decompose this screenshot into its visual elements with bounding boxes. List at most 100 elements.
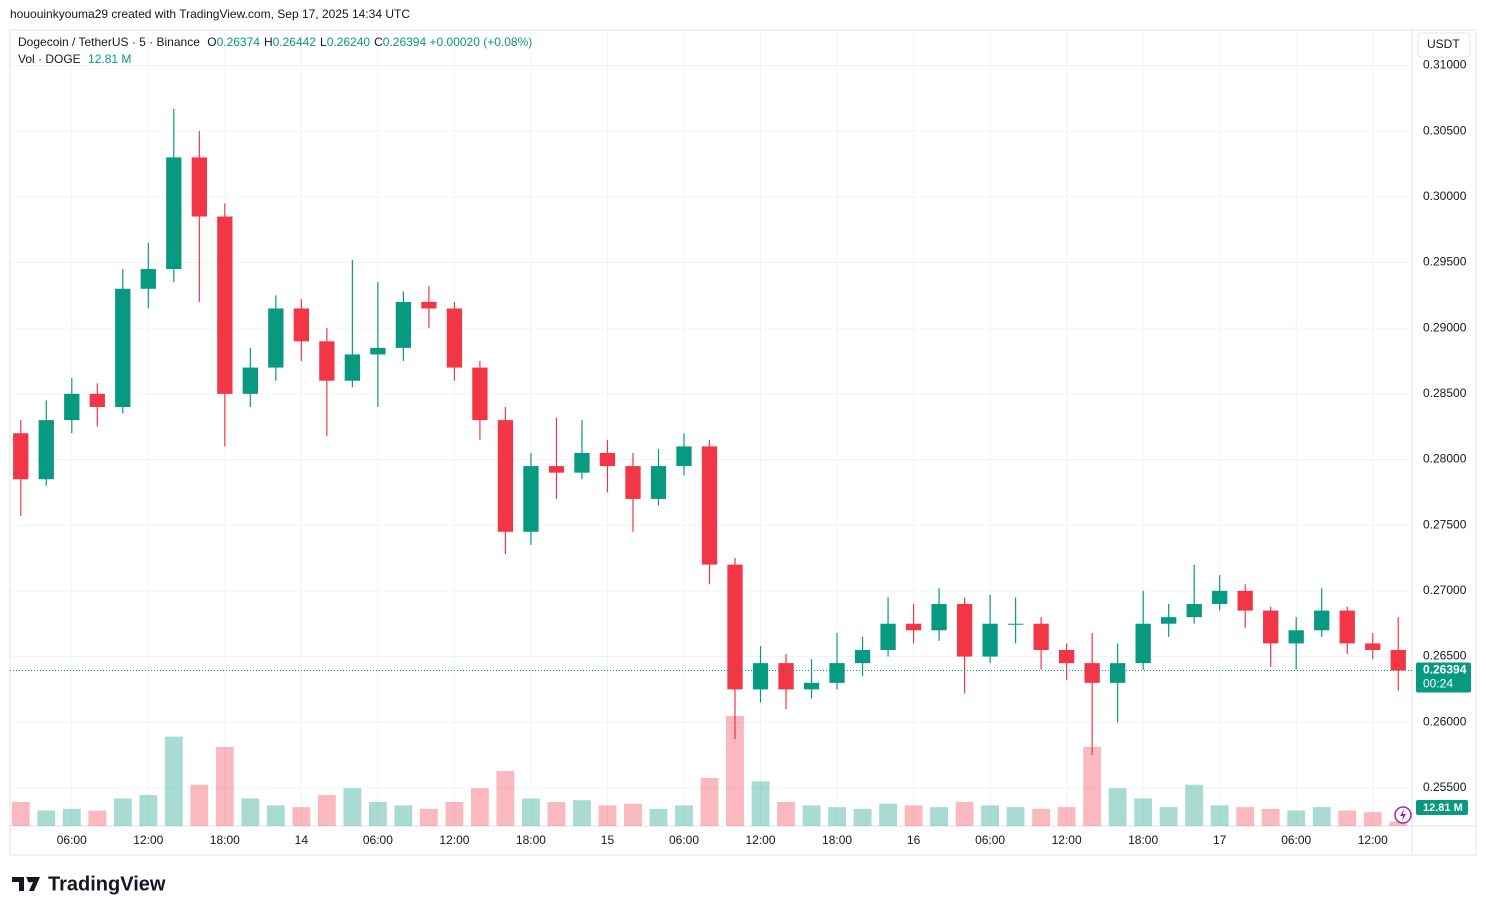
volume-bar [1083,746,1102,826]
volume-bar [879,803,897,826]
volume-bar [1006,807,1025,826]
volume-tag [1416,800,1468,815]
candle-body [166,157,182,270]
candle-body [1237,590,1253,611]
candle-body [880,623,896,650]
volume-bar [37,810,56,826]
volume-bar [62,808,81,826]
candle-body [1109,663,1126,683]
volume-bar [1185,784,1204,826]
candle-body [1033,623,1049,650]
volume-bar [368,801,387,826]
volume-bar [241,798,260,826]
x-tick-label: 16 [907,833,921,847]
volume-bar [1389,821,1408,826]
x-tick-label: 12:00 [746,833,776,847]
ohlc-value: 0.26394 [382,35,427,49]
volume-bar [573,800,591,826]
candle-body [931,604,947,631]
candle-body [293,308,310,342]
volume-bar [343,788,362,826]
volume-bar [1032,808,1051,826]
candle-body [446,308,463,368]
logo-text: TradingView [48,873,166,895]
volume-bar [394,805,413,826]
candle-body [803,682,820,690]
y-tick-label: 0.27000 [1423,583,1467,597]
candle-body [1084,663,1100,683]
candle-body [497,420,514,532]
volume-bar [113,798,132,826]
candle-body [38,420,54,480]
volume-bar [445,801,464,826]
volume-bar [190,784,209,826]
volume-bar [1338,810,1357,826]
candle-body [115,288,131,407]
x-tick-label: 06:00 [57,833,87,847]
ohlc-value: 0.26374 [216,35,260,49]
alert-icon-bolt [1400,809,1406,821]
volume-value: 12.81 M [88,52,132,66]
candle-body [982,623,998,657]
y-tick-label: 0.26000 [1423,714,1467,728]
volume-bar [266,805,285,826]
candle-body [1135,623,1151,664]
volume-name: Vol · DOGE [18,52,81,66]
volume-bar [292,807,311,826]
candle-body [268,308,284,368]
candle-body [191,157,207,217]
candle-body [1339,610,1355,644]
volume-bar [1134,798,1153,826]
volume-bar [1363,812,1382,826]
y-tick-label: 0.29000 [1423,320,1467,334]
candle-body [1288,630,1304,644]
candle-body [701,446,718,565]
volume-bar [1210,805,1229,826]
candle-body [242,367,258,394]
frame [9,29,1477,856]
x-tick-label: 18:00 [822,833,852,847]
candle-body [854,649,871,664]
volume-bar [1261,808,1280,826]
candle-body [1058,649,1075,664]
candle-body [64,393,80,421]
volume-bar [139,795,158,826]
volume-bar [930,807,949,826]
candle-body [1007,623,1024,625]
volume-bar [1057,807,1076,826]
volume-bar [317,795,336,826]
candle-body [523,466,539,532]
currency-box[interactable] [1417,32,1471,58]
ohlc: O0.26374 H0.26442 L0.26240 C0.26394 [203,35,426,49]
volume-bar [624,803,642,826]
candle-body [956,604,973,657]
x-tick-label: 06:00 [975,833,1005,847]
x-tick-label: 12:00 [1052,833,1082,847]
volume-bar [802,805,821,826]
candle-body [676,446,692,467]
volume-tag-text: 12.81 M [1423,802,1463,814]
volume-bar [853,808,872,826]
candle-body [1365,643,1381,650]
volume-bar [1312,807,1331,826]
ohlc-key: O [207,35,217,49]
candle-body [140,269,156,289]
volume-bar [470,788,489,826]
logo: TradingView [12,873,166,895]
candle-body [650,466,667,499]
price-tag-text: 0.26394 [1423,663,1467,677]
legend: Dogecoin / TetherUS · 5 · Binance O0.263… [18,35,532,49]
candle-body [829,663,845,683]
symbol: Dogecoin / TetherUS · 5 · Binance [18,35,200,49]
volume-bar [1236,807,1255,826]
x-tick-label: 12:00 [133,833,163,847]
volume-legend: Vol · DOGE 12.81 M [18,52,131,66]
candle-body [89,393,105,407]
y-tick-label: 0.28000 [1423,452,1467,466]
ohlc-value: 0.26240 [326,35,371,49]
y-tick-label: 0.28500 [1423,386,1467,400]
volume-bar [777,801,795,826]
ohlc-value: 0.26442 [272,35,317,49]
candle-body [752,663,769,690]
candle-body [1186,604,1202,618]
